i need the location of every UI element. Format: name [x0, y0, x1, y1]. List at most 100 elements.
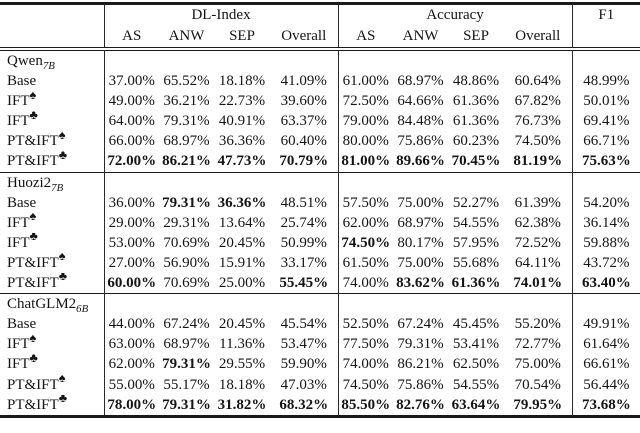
value-cell: 76.73%: [514, 113, 561, 130]
value-cell: 80.17%: [397, 234, 444, 251]
value-cell: 44.00%: [103, 314, 159, 335]
empty-cell: [103, 293, 159, 315]
empty-cell: [103, 172, 159, 193]
empty-cell: [337, 293, 394, 315]
row-label: IFT♠: [0, 91, 104, 111]
table-row: PT&IFT♠ 55.00% 55.17% 18.18% 47.03% 74.50% 75.…: [0, 374, 640, 395]
value-cell: 75.86%: [397, 376, 444, 393]
value-cell: 62.38%: [514, 214, 561, 231]
spade-icon: ♠: [29, 91, 37, 102]
value-cell: 79.31%: [163, 113, 210, 130]
value-cell: 29.31%: [163, 214, 210, 231]
value-cell: 61.39%: [514, 194, 561, 211]
empty-cell: [214, 294, 270, 315]
value-cell: 79.31%: [162, 396, 211, 413]
value-cell: 60.40%: [280, 133, 327, 150]
empty-cell: [393, 172, 448, 193]
value-cell: 66.71%: [571, 131, 640, 152]
header-empty-cell: [0, 26, 104, 49]
value-cell: 53.41%: [452, 336, 500, 353]
value-cell: 55.20%: [514, 316, 561, 333]
value-cell: 77.50%: [337, 334, 394, 355]
model-name-row: ChatGLM26B: [0, 293, 640, 315]
header-col-dl-sep: SEP: [229, 28, 255, 44]
spade-icon: ♠: [29, 212, 37, 224]
table-row: IFT♠ 29.00% 29.31% 13.64% 25.74% 62.00% 68.97%…: [0, 212, 640, 233]
value-cell: 63.37%: [280, 113, 327, 130]
table-row: PT&IFT♣ 72.00% 86.21% 47.73% 70.79% 81.00% 89.…: [0, 151, 640, 173]
value-cell: 11.36%: [219, 336, 265, 353]
header-col-dl-anw: ANW: [168, 28, 205, 44]
value-cell: 72.50%: [337, 91, 394, 112]
value-cell: 29.55%: [218, 356, 266, 373]
value-cell: 84.48%: [397, 113, 444, 130]
value-cell: 47.03%: [280, 376, 327, 393]
table-row: Base 36.00% 79.31% 36.36% 48.51% 57.50% 75.00%…: [0, 192, 640, 213]
value-cell: 74.00%: [337, 273, 394, 294]
value-cell: 56.44%: [571, 374, 640, 395]
value-cell: 75.00%: [397, 254, 444, 271]
empty-cell: [159, 49, 214, 71]
value-cell: 48.86%: [452, 73, 500, 90]
value-cell: 74.01%: [513, 275, 563, 292]
value-cell: 53.47%: [280, 336, 327, 353]
value-cell: 54.55%: [452, 214, 500, 231]
spade-icon: ♠: [29, 334, 37, 345]
row-label: PT&IFT♠: [0, 253, 104, 273]
empty-cell: [270, 294, 338, 315]
table-row: PT&IFT♣ 60.00% 70.69% 25.00% 55.45% 74.00% 83.…: [0, 273, 640, 294]
value-cell: 79.31%: [162, 194, 211, 211]
empty-cell: [337, 172, 394, 193]
value-cell: 59.90%: [280, 356, 327, 373]
empty-cell: [270, 172, 338, 193]
row-label: IFT♣: [0, 233, 104, 253]
club-icon: ♣: [29, 232, 38, 244]
table-row: Base 37.00% 65.52% 18.18% 41.09% 61.00% 68.97%…: [0, 71, 640, 92]
value-cell: 60.64%: [514, 73, 561, 90]
empty-cell: [103, 49, 159, 72]
value-cell: 57.95%: [452, 234, 500, 251]
value-cell: 66.00%: [103, 131, 159, 152]
value-cell: 74.50%: [514, 133, 561, 150]
value-cell: 86.21%: [397, 356, 444, 373]
value-cell: 61.36%: [452, 93, 500, 110]
value-cell: 72.77%: [514, 336, 561, 353]
value-cell: 67.24%: [163, 316, 210, 333]
row-label: PT&IFT♠: [0, 375, 104, 395]
value-cell: 70.69%: [163, 275, 210, 292]
value-cell: 49.00%: [103, 91, 159, 112]
value-cell: 29.00%: [103, 212, 159, 233]
value-cell: 62.00%: [337, 212, 394, 233]
empty-cell: [504, 172, 572, 193]
model-size-subscript: 7B: [51, 181, 64, 193]
value-cell: 69.41%: [571, 111, 640, 132]
header-dl-index: DL-Index: [103, 3, 339, 26]
value-cell: 63.64%: [451, 396, 501, 413]
table-row: IFT♣ 64.00% 79.31% 40.91% 63.37% 79.00% 84.48%…: [0, 111, 640, 132]
model-name: ChatGLM26B: [7, 296, 89, 315]
value-cell: 39.60%: [280, 93, 327, 110]
value-cell: 61.00%: [337, 71, 394, 92]
value-cell: 81.00%: [337, 151, 394, 173]
model-group-chatglm2-6b: ChatGLM26B Base 44.00% 67.24% 20.45% 45.54% 52…: [0, 293, 640, 417]
model-name-row: Huozi27B: [0, 172, 640, 193]
table-header: DL-Index Accuracy F1 AS ANW SEP Overall …: [0, 3, 640, 49]
row-label: IFT♠: [0, 334, 104, 354]
club-icon: ♣: [29, 354, 38, 365]
value-cell: 75.00%: [397, 194, 444, 211]
value-cell: 68.32%: [279, 396, 329, 413]
value-cell: 36.36%: [217, 194, 267, 211]
value-cell: 74.50%: [337, 232, 394, 253]
value-cell: 64.11%: [514, 254, 561, 271]
value-cell: 57.50%: [337, 192, 394, 213]
value-cell: 61.36%: [452, 113, 500, 130]
value-cell: 55.68%: [452, 254, 500, 271]
model-size-subscript: 6B: [76, 303, 89, 315]
row-label: PT&IFT♣: [0, 151, 104, 172]
value-cell: 61.36%: [451, 275, 501, 292]
value-cell: 15.91%: [218, 254, 266, 271]
value-cell: 67.24%: [397, 316, 444, 333]
row-label: IFT♣: [0, 111, 104, 131]
value-cell: 75.63%: [571, 151, 640, 173]
row-label: Base: [7, 316, 37, 333]
